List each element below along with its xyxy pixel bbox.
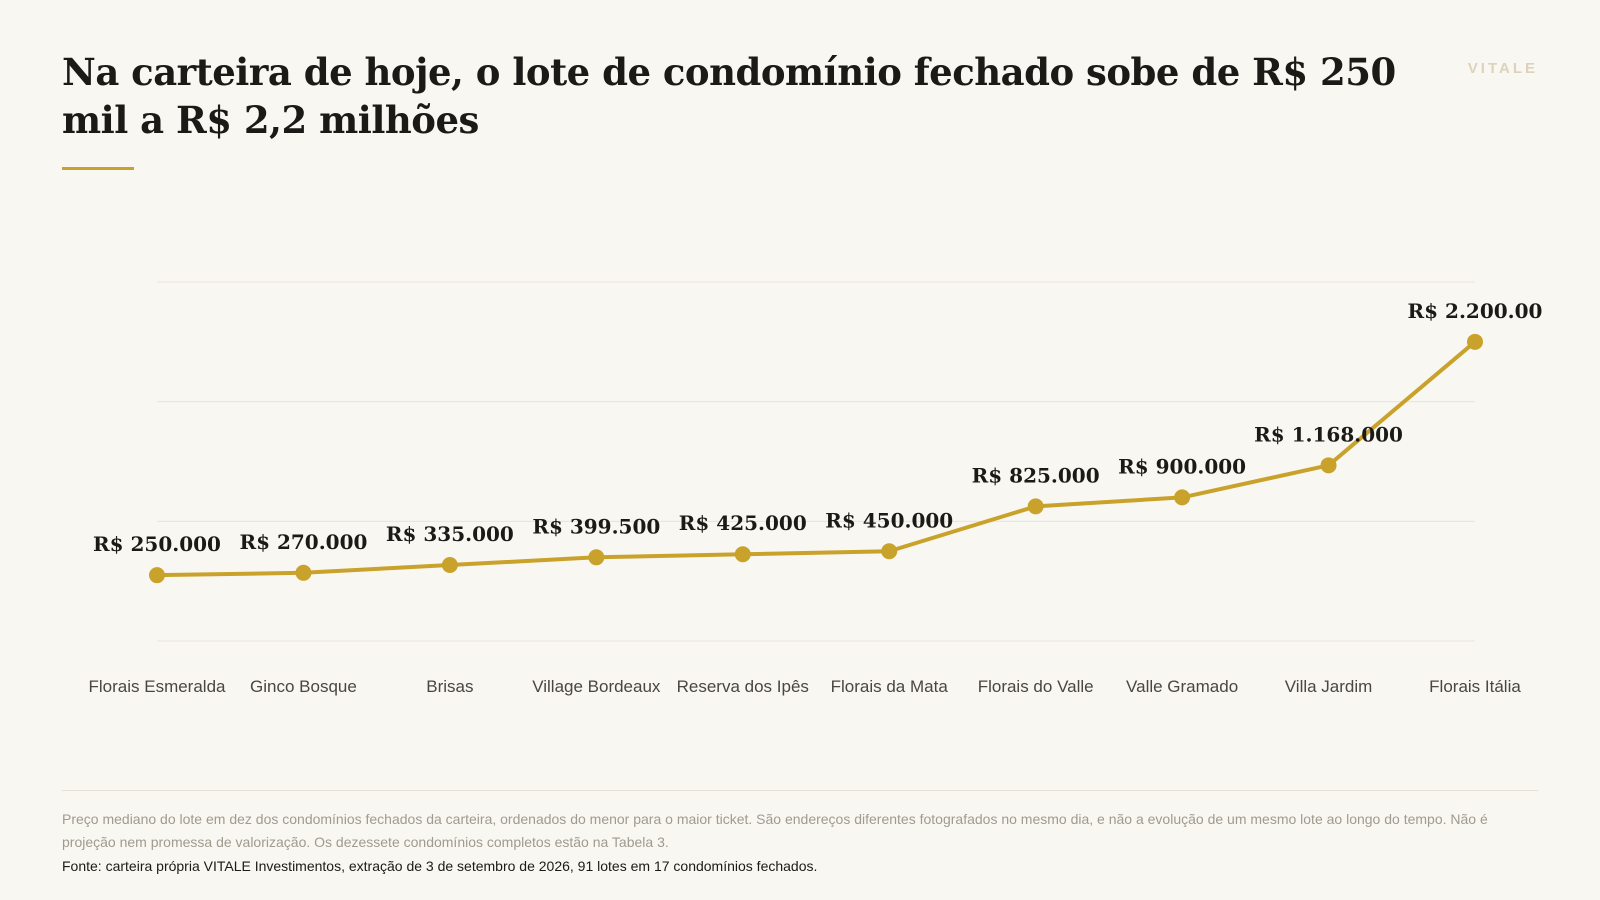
source-citation: Fonte: carteira própria VITALE Investime… [62,858,818,874]
data-label: R$ 825.000 [972,463,1100,487]
data-label: R$ 425.000 [679,511,807,535]
brand-logo: VITALE [1467,60,1538,77]
x-tick-label: Florais do Valle [978,677,1094,696]
chart-data-labels: R$ 250.000 R$ 270.000 R$ 335.000 R$ 399.500… [93,299,1542,556]
data-point [295,564,312,581]
data-point [441,557,458,574]
data-label: R$ 900.000 [1118,454,1246,478]
data-point [588,549,605,566]
x-tick-label: Florais da Mata [831,677,949,696]
data-point [881,543,898,560]
x-tick-label: Florais Esmeralda [89,677,227,696]
data-point [149,567,165,584]
chart-note: Preço mediano do lote em dez dos condomí… [62,811,1488,850]
title-accent-rule [62,167,134,170]
data-label: R$ 335.000 [386,522,514,546]
data-point [1027,498,1044,515]
series-line [155,339,1477,578]
data-point [1467,333,1483,350]
x-tick-label: Valle Gramado [1126,677,1238,696]
line-chart: R$ 250.000 R$ 270.000 R$ 335.000 R$ 399.500… [89,281,1542,696]
data-label: R$ 399.500 [532,514,660,538]
x-tick-label: Florais Itália [1429,677,1521,696]
data-label: R$ 1.168.000 [1254,422,1403,446]
data-label: R$ 450.000 [825,508,953,532]
data-label: R$ 270.000 [239,530,367,554]
x-tick-label: Village Bordeaux [532,677,661,696]
data-point [1320,457,1337,474]
data-point [734,546,751,563]
x-tick-label: Villa Jardim [1285,677,1373,696]
chart-series [155,339,1477,578]
data-point [1174,489,1191,506]
page-title: Na carteira de hoje, o lote de condomíni… [62,50,1396,142]
x-tick-label: Reserva dos Ipês [677,677,809,696]
chart-x-tick-labels: Florais Esmeralda Ginco Bosque Brisas Villa… [89,677,1522,696]
x-tick-label: Ginco Bosque [250,677,357,696]
footer-divider [62,790,1538,791]
data-label: R$ 250.000 [93,532,221,556]
chart-gridlines [157,281,1475,642]
data-label: R$ 2.200.00 [1408,299,1543,323]
chart-points [149,333,1483,584]
x-tick-label: Brisas [426,677,473,696]
